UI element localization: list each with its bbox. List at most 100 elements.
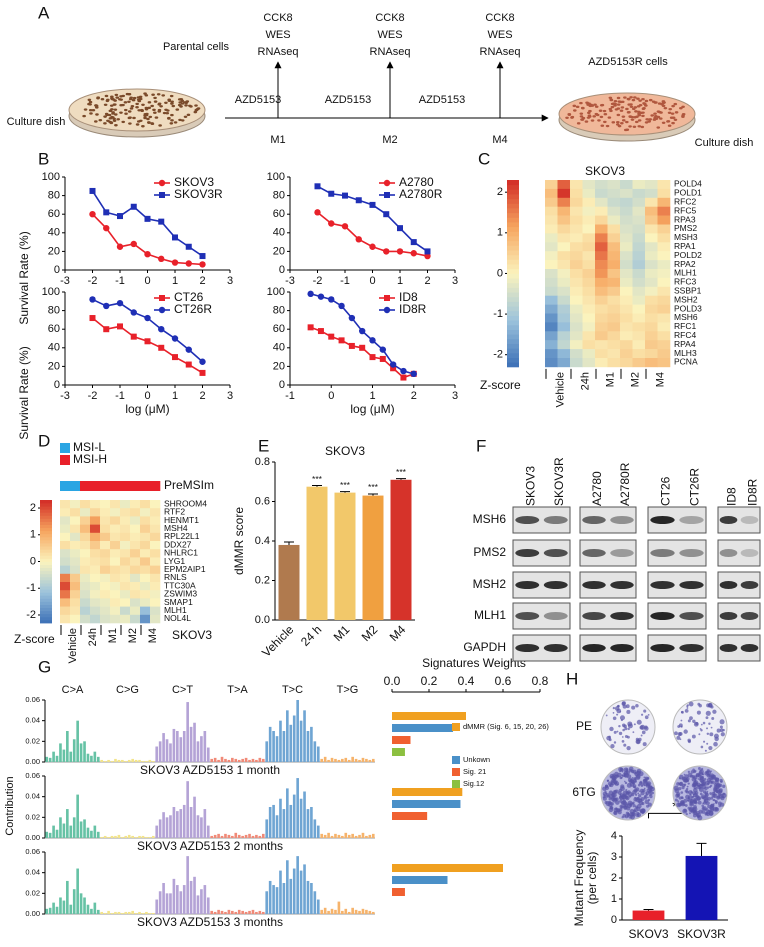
- heatmap-cell: [110, 541, 121, 550]
- heatmap-cell: [595, 340, 608, 350]
- cell: [620, 100, 625, 104]
- bar: [392, 748, 405, 756]
- heatmap-cell: [657, 206, 671, 216]
- colony: [709, 792, 713, 796]
- y-tick-label: 40: [48, 342, 60, 354]
- cell: [667, 111, 672, 114]
- cell: [186, 113, 191, 117]
- colony: [608, 738, 612, 742]
- row-label: RFC5: [674, 205, 696, 215]
- colony: [635, 703, 639, 708]
- point: [424, 248, 431, 255]
- heatmap-cell: [595, 251, 608, 261]
- error-bar: [396, 478, 406, 480]
- heatmap-cell: [632, 180, 646, 190]
- heatmap-cell: [545, 313, 558, 323]
- row-label: MLH3: [674, 348, 697, 358]
- cell: [135, 102, 139, 106]
- point: [400, 374, 407, 381]
- cell: [170, 102, 174, 105]
- blot-band: [679, 644, 704, 652]
- bar: [371, 911, 375, 914]
- heatmap-cell: [80, 598, 91, 607]
- heatmap-cell: [100, 541, 111, 550]
- colony: [721, 792, 727, 799]
- colony: [719, 725, 723, 729]
- colony: [618, 788, 623, 793]
- bar: [275, 887, 279, 914]
- annotation-cell: [110, 481, 121, 491]
- cell: [586, 103, 591, 106]
- y-tick-label: 0.02: [25, 736, 40, 745]
- lane-label: SKOV3: [523, 466, 537, 506]
- bar: [337, 834, 341, 838]
- row-label: MSH4: [164, 523, 188, 533]
- colony: [640, 784, 644, 788]
- row-label: RNLS: [164, 572, 187, 582]
- colorbar-segment: [507, 250, 519, 256]
- point: [317, 328, 324, 335]
- heatmap-cell: [110, 582, 121, 591]
- heatmap-cell: [657, 331, 671, 341]
- colony: [705, 812, 707, 815]
- cell: [613, 99, 618, 103]
- blot-band: [515, 549, 540, 557]
- bar: [182, 731, 186, 762]
- colony: [639, 798, 642, 801]
- colony: [676, 792, 681, 797]
- heatmap-cell: [140, 614, 151, 624]
- cell: [124, 112, 128, 115]
- colorbar-segment: [40, 515, 52, 519]
- y-tick-label: 0: [279, 379, 285, 391]
- colony: [688, 812, 691, 815]
- blot-band: [650, 549, 675, 557]
- bar: [354, 835, 358, 838]
- heatmap-cell: [120, 524, 131, 534]
- y-tick-label: 0.00: [25, 833, 40, 842]
- x-tick-label: -3: [60, 275, 70, 287]
- point: [103, 302, 110, 310]
- bar: [272, 885, 275, 914]
- heatmap-cell: [595, 313, 608, 323]
- cell: [188, 104, 192, 108]
- bar: [52, 825, 55, 838]
- heatmap-cell: [620, 304, 633, 314]
- cell: [612, 102, 616, 105]
- heatmap-cell: [110, 614, 121, 624]
- bar: [121, 912, 124, 914]
- heatmap-cell: [80, 549, 91, 558]
- colorbar-tick-label: 2: [30, 502, 36, 514]
- heatmap-cell: [70, 524, 81, 534]
- colorbar-segment: [507, 334, 519, 340]
- colony: [614, 706, 620, 711]
- bar: [93, 751, 97, 762]
- row-label: POLD2: [674, 250, 702, 260]
- bar: [162, 812, 165, 838]
- y-tick-label: 100: [42, 286, 60, 298]
- column-label: Vehicle: [67, 628, 79, 663]
- colony: [718, 783, 723, 788]
- cell: [119, 111, 123, 114]
- heatmap-cell: [80, 582, 91, 591]
- colony: [680, 711, 684, 714]
- colony: [698, 773, 701, 776]
- heatmap-cell: [607, 233, 621, 243]
- y-tick-label: 40: [273, 342, 285, 354]
- colony: [708, 810, 714, 816]
- cell: [620, 122, 624, 125]
- bar: [124, 760, 128, 762]
- blot-band: [679, 612, 704, 620]
- x-tick-label: 1: [172, 275, 178, 287]
- heatmap-cell: [120, 598, 131, 607]
- colony: [706, 727, 709, 730]
- heatmap-cell: [110, 532, 121, 542]
- colony: [634, 778, 637, 781]
- heatmap-cell: [632, 269, 646, 279]
- x-tick-label: -2: [313, 275, 323, 287]
- colony: [605, 793, 611, 798]
- heatmap-cell: [100, 532, 111, 542]
- heatmap-cell: [645, 215, 658, 225]
- cell: [95, 113, 99, 116]
- heatmap-cell: [130, 532, 141, 542]
- cell: [88, 100, 93, 104]
